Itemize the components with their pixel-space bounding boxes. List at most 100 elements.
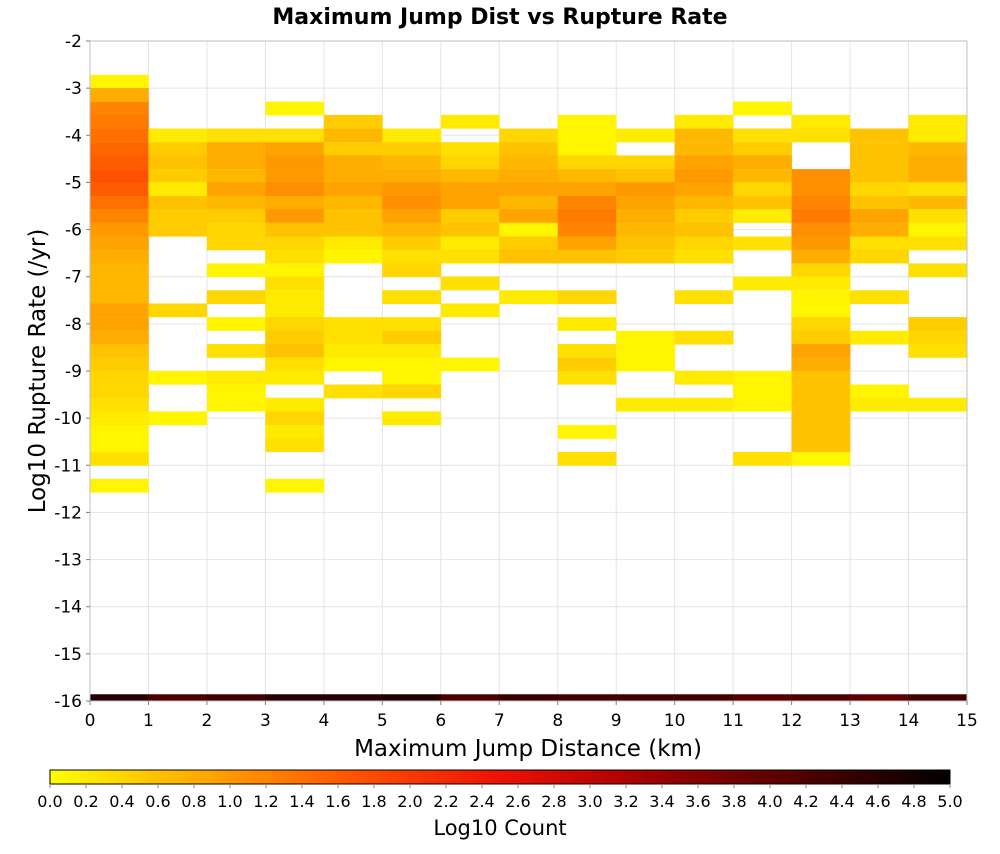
heatmap-cell <box>382 263 442 278</box>
colorbar-label: Log10 Count <box>433 816 566 840</box>
heatmap-cell <box>265 370 325 385</box>
heatmap-cell <box>90 195 149 210</box>
heatmap-cell <box>557 114 617 129</box>
heatmap-cell <box>616 155 675 170</box>
y-tick-label: -9 <box>65 362 82 382</box>
heatmap-cell <box>265 249 325 264</box>
heatmap-cell <box>850 330 909 345</box>
x-tick-label: 1 <box>143 711 154 731</box>
heatmap-cell <box>382 343 442 358</box>
colorbar-tick-label: 2.4 <box>469 792 494 811</box>
heatmap-cells <box>90 74 968 701</box>
heatmap-cell <box>674 209 734 223</box>
heatmap-cell <box>791 128 851 143</box>
colorbar-tick-label: 2.2 <box>433 792 458 811</box>
heatmap-cell <box>382 209 442 223</box>
heatmap-cell <box>791 357 851 372</box>
heatmap-cell <box>440 249 500 264</box>
heatmap-cell <box>206 182 266 197</box>
heatmap-cell <box>850 290 909 305</box>
x-tick-label: 13 <box>839 711 861 731</box>
colorbar-tick-label: 2.0 <box>397 792 422 811</box>
heatmap-cell <box>90 74 149 89</box>
heatmap-cell <box>323 114 383 129</box>
heatmap-cell <box>674 370 734 385</box>
heatmap-cell <box>382 128 442 143</box>
heatmap-cell <box>850 384 909 399</box>
heatmap-cell <box>908 330 968 345</box>
heatmap-cell <box>206 236 266 251</box>
heatmap-cell <box>674 142 734 156</box>
y-tick-label: -3 <box>65 79 82 99</box>
heatmap-cell <box>90 478 149 493</box>
heatmap-cell <box>674 114 734 129</box>
heatmap-cell <box>791 384 851 399</box>
heatmap-cell <box>557 451 617 466</box>
heatmap-cell <box>499 236 559 251</box>
heatmap-cell <box>206 169 266 183</box>
heatmap-cell <box>265 195 325 210</box>
colorbar-tick-label: 4.8 <box>901 792 926 811</box>
heatmap-cell <box>440 357 500 372</box>
colorbar-tick-label: 1.2 <box>253 792 278 811</box>
x-tick-label: 9 <box>611 711 622 731</box>
heatmap-cell <box>382 236 442 251</box>
heatmap-cell <box>557 195 617 210</box>
colorbar-tick-label: 3.0 <box>577 792 602 811</box>
heatmap-cell <box>90 88 149 102</box>
heatmap-cell <box>440 155 500 170</box>
heatmap-cell <box>265 303 325 318</box>
heatmap-cell <box>616 397 675 412</box>
heatmap-cell <box>440 222 500 237</box>
colorbar-tick-label: 0.4 <box>109 792 134 811</box>
heatmap-cell <box>265 155 325 170</box>
heatmap-cell <box>265 128 325 143</box>
heatmap-cell <box>616 330 675 345</box>
colorbar-tick-label: 3.4 <box>649 792 674 811</box>
heatmap-cell <box>616 209 675 223</box>
heatmap-cell <box>733 101 792 116</box>
heatmap-cell <box>148 411 208 426</box>
heatmap-cell <box>440 169 500 183</box>
heatmap-cell <box>557 128 617 143</box>
heatmap-cell <box>90 384 149 399</box>
heatmap-cell <box>323 343 383 358</box>
heatmap-cell <box>557 343 617 358</box>
heatmap-cell <box>206 397 266 412</box>
x-axis-ticks: 0 1 2 3 4 5 6 7 8 9 10 11 12 13 14 15 <box>85 701 978 731</box>
heatmap-cell <box>791 209 851 223</box>
heatmap-cell <box>90 425 149 439</box>
heatmap-cell <box>499 222 559 237</box>
heatmap-cell <box>791 438 851 453</box>
heatmap-cell <box>908 128 968 143</box>
heatmap-cell <box>440 195 500 210</box>
heatmap-cell <box>90 411 149 426</box>
heatmap-cell <box>733 236 792 251</box>
heatmap-cell <box>557 249 617 264</box>
colorbar-tick-label: 4.6 <box>865 792 890 811</box>
y-tick-label: -4 <box>65 126 82 146</box>
heatmap-cell <box>674 182 734 197</box>
heatmap-cell <box>382 317 442 331</box>
heatmap-cell <box>382 142 442 156</box>
heatmap-cell <box>733 209 792 223</box>
heatmap-cell <box>557 209 617 223</box>
heatmap-cell <box>206 290 266 305</box>
heatmap-cell <box>90 209 149 223</box>
heatmap-cell <box>557 357 617 372</box>
heatmap-cell <box>265 317 325 331</box>
x-tick-label: 15 <box>956 711 978 731</box>
heatmap-cell <box>499 209 559 223</box>
heatmap-cell <box>206 155 266 170</box>
heatmap-cell <box>557 290 617 305</box>
heatmap-cell <box>791 249 851 264</box>
heatmap-cell <box>674 222 734 237</box>
heatmap-cell <box>850 169 909 183</box>
heatmap-cell <box>850 249 909 264</box>
heatmap-cell <box>674 155 734 170</box>
heatmap-cell <box>733 451 792 466</box>
heatmap-cell <box>733 155 792 170</box>
heatmap-cell <box>148 169 208 183</box>
heatmap-cell <box>850 222 909 237</box>
heatmap-cell <box>791 276 851 291</box>
